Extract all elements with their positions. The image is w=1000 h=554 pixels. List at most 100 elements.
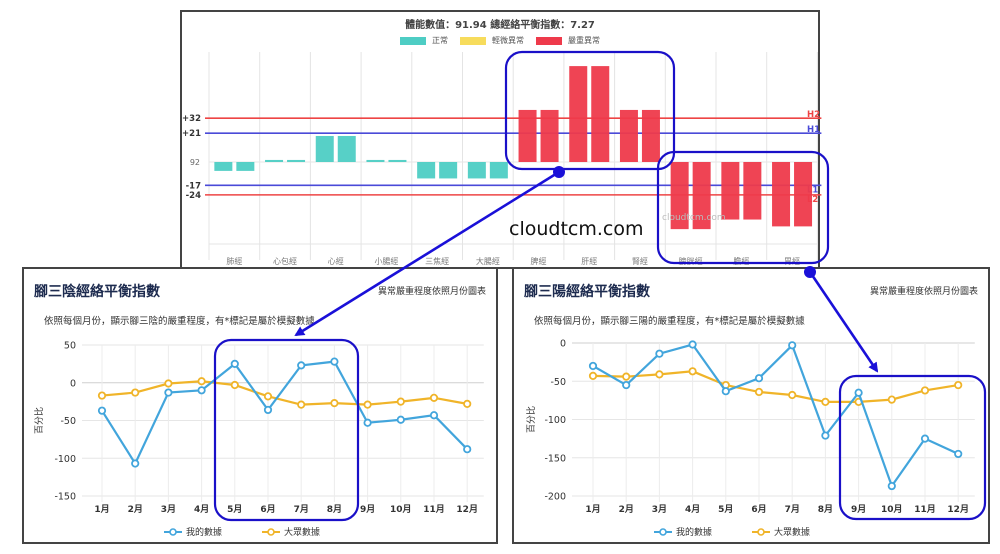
data-point[interactable] (655, 349, 664, 358)
bar[interactable] (721, 162, 740, 220)
data-point[interactable] (788, 341, 797, 350)
data-point[interactable] (754, 387, 764, 397)
data-point[interactable] (821, 431, 830, 440)
bar[interactable] (641, 109, 660, 162)
data-point[interactable] (297, 400, 306, 409)
data-point[interactable] (164, 379, 173, 388)
xtick-label: 7月 (785, 504, 800, 515)
data-point[interactable] (887, 395, 896, 404)
bar[interactable] (388, 159, 407, 162)
category-label: 胃經 (784, 256, 800, 266)
data-point[interactable] (721, 387, 730, 396)
xtick-label: 9月 (851, 504, 866, 515)
data-point[interactable] (463, 445, 472, 454)
bar[interactable] (337, 135, 356, 162)
data-point[interactable] (754, 374, 764, 383)
xtick-label: 7月 (294, 504, 309, 515)
bar[interactable] (743, 162, 762, 220)
series-line (592, 343, 959, 489)
data-point[interactable] (920, 386, 930, 395)
ytick-label: -150 (544, 453, 566, 464)
data-point[interactable] (588, 371, 598, 380)
data-point[interactable] (164, 388, 173, 397)
panel-chart-caption: 異常嚴重程度依照月份圖表 (869, 287, 978, 297)
legend-public-data[interactable]: 大眾數據 (752, 525, 810, 538)
data-point[interactable] (688, 367, 697, 376)
top-chart-title: 體能數值：91.94 總經絡平衡指數：7.27 (405, 20, 595, 31)
data-point[interactable] (688, 340, 697, 349)
data-point[interactable] (655, 370, 664, 379)
data-point[interactable] (463, 399, 472, 408)
bar[interactable] (518, 109, 537, 162)
data-point[interactable] (854, 388, 863, 397)
data-point[interactable] (263, 392, 273, 401)
xtick-label: 1月 (585, 504, 600, 515)
data-point[interactable] (588, 361, 598, 371)
data-point[interactable] (230, 380, 239, 390)
bar[interactable] (366, 159, 385, 162)
legend-label: 大眾數據 (284, 528, 321, 538)
bar[interactable] (772, 162, 791, 227)
bar[interactable] (214, 162, 233, 171)
legend-public-data[interactable]: 大眾數據 (262, 525, 320, 538)
bar[interactable] (489, 162, 508, 179)
data-point[interactable] (622, 372, 631, 381)
threshold-label: +32 (182, 114, 201, 124)
bar[interactable] (439, 162, 458, 179)
data-point[interactable] (429, 411, 439, 420)
bar[interactable] (315, 135, 334, 162)
legend-label: 大眾數據 (774, 528, 811, 538)
line-chart-legend: 我的數據 大眾數據 (654, 525, 810, 538)
bar[interactable] (236, 162, 255, 171)
data-point[interactable] (887, 481, 896, 491)
legend-line-icon (262, 527, 281, 536)
data-point[interactable] (330, 357, 339, 366)
data-point[interactable] (622, 380, 631, 390)
data-point[interactable] (363, 418, 372, 427)
xtick-label: 11月 (423, 504, 445, 515)
category-label: 小腸經 (374, 256, 398, 266)
bar[interactable] (794, 162, 813, 227)
data-point[interactable] (954, 380, 963, 390)
xtick-label: 10月 (390, 504, 412, 515)
category-label: 三焦經 (425, 256, 449, 266)
data-point[interactable] (297, 361, 306, 370)
ytick-label: -50 (60, 416, 76, 427)
bar[interactable] (265, 159, 284, 162)
bar[interactable] (417, 162, 436, 179)
data-point[interactable] (821, 397, 830, 407)
legend-swatch-severe (536, 36, 562, 45)
data-point[interactable] (363, 400, 372, 409)
xtick-label: 5月 (227, 504, 242, 515)
xtick-label: 8月 (818, 504, 833, 515)
bar[interactable] (467, 162, 486, 179)
yang-line-chart: 0 -50 -100 -150 -200 1月 2月 3月 4月 5月 6月 7月 8月 9月 10月 11月… (525, 339, 975, 515)
legend-my-data[interactable]: 我的數據 (654, 525, 712, 538)
bar[interactable] (540, 109, 559, 162)
data-point[interactable] (197, 386, 206, 395)
bar[interactable] (591, 66, 610, 162)
data-point[interactable] (97, 391, 107, 400)
data-point[interactable] (197, 377, 206, 386)
ytick-label: -50 (550, 377, 566, 388)
xtick-label: 6月 (751, 504, 766, 515)
data-point[interactable] (920, 434, 930, 443)
data-point[interactable] (954, 449, 963, 459)
data-point[interactable] (131, 459, 140, 468)
legend-my-data[interactable]: 我的數據 (164, 525, 222, 538)
data-point[interactable] (230, 359, 239, 368)
bar[interactable] (619, 109, 638, 162)
data-point[interactable] (97, 406, 107, 415)
data-point[interactable] (429, 393, 439, 402)
data-point[interactable] (330, 399, 339, 408)
data-point[interactable] (788, 390, 797, 400)
data-point[interactable] (131, 388, 140, 397)
legend-label-normal: 正常 (432, 36, 448, 45)
bar[interactable] (287, 159, 306, 162)
watermark-small: cloudtcm.com (662, 213, 726, 223)
bar[interactable] (569, 66, 588, 162)
data-point[interactable] (396, 415, 405, 424)
data-point[interactable] (396, 397, 405, 406)
ytick-label: -100 (544, 415, 566, 426)
data-point[interactable] (263, 405, 273, 415)
